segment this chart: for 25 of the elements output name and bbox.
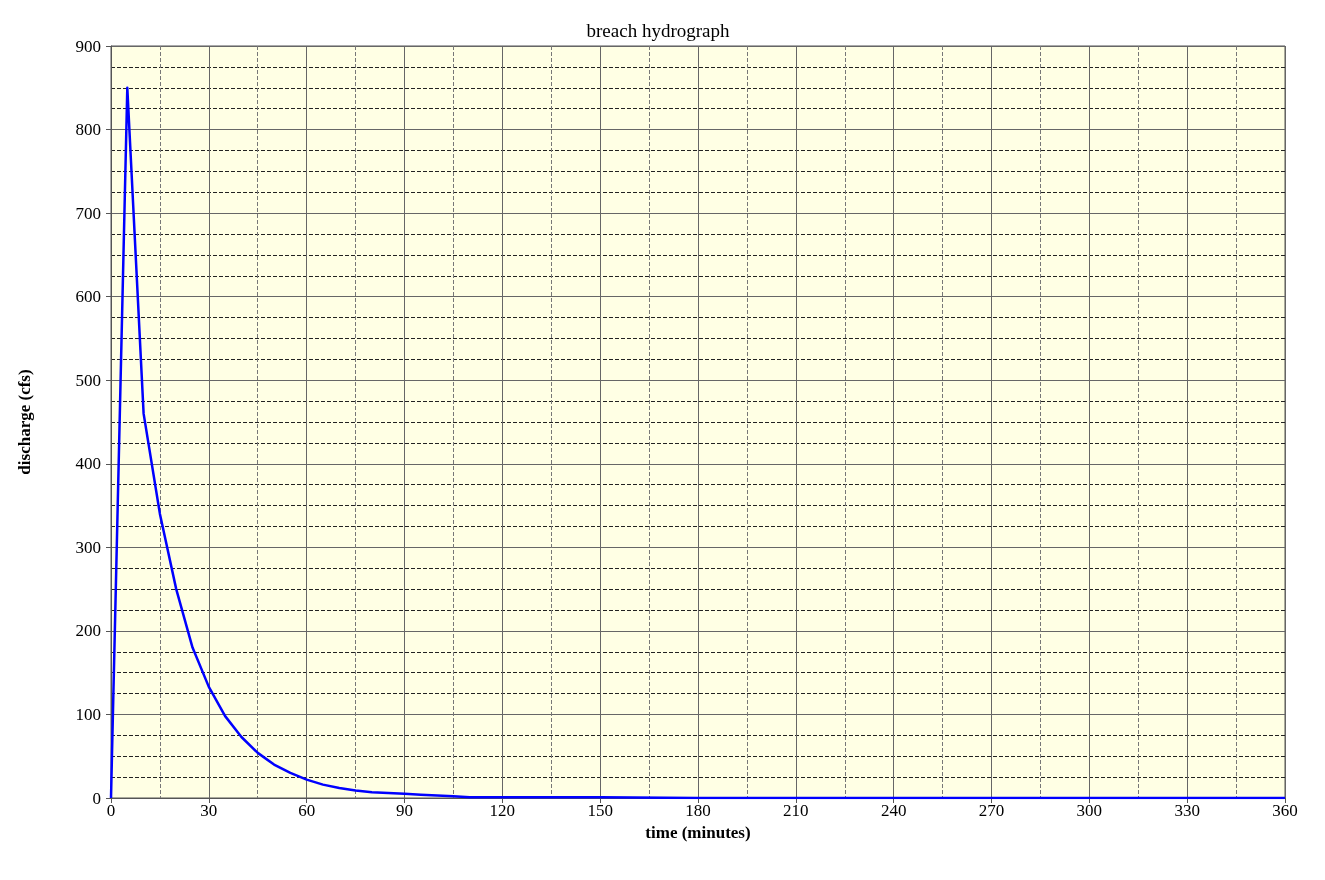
y-tick-label: 300 bbox=[75, 537, 101, 557]
chart-title: breach hydrograph bbox=[586, 20, 730, 41]
y-tick-label: 700 bbox=[75, 203, 101, 223]
x-tick-label: 360 bbox=[1272, 801, 1298, 820]
x-tick-label: 120 bbox=[489, 801, 516, 820]
x-tick-label: 300 bbox=[1076, 801, 1103, 820]
y-tick-label: 200 bbox=[75, 621, 101, 641]
y-axis-title: discharge (cfs) bbox=[15, 369, 34, 475]
x-tick-label: 30 bbox=[200, 801, 218, 820]
x-tick-label: 60 bbox=[298, 801, 316, 820]
x-tick-label: 330 bbox=[1174, 801, 1200, 820]
x-tick-label: 180 bbox=[685, 801, 711, 820]
x-tick-label: 270 bbox=[978, 801, 1005, 820]
x-tick-label: 90 bbox=[396, 801, 413, 820]
x-tick-label: 0 bbox=[106, 801, 116, 820]
x-axis-title: time (minutes) bbox=[645, 822, 751, 842]
y-tick-label: 500 bbox=[75, 370, 101, 390]
x-tick-label: 150 bbox=[587, 801, 613, 820]
y-tick-label: 600 bbox=[75, 287, 101, 307]
y-tick-label: 900 bbox=[75, 36, 101, 56]
y-tick-label: 400 bbox=[75, 454, 101, 474]
y-tick-label: 100 bbox=[75, 704, 101, 724]
x-tick-label: 210 bbox=[783, 801, 809, 820]
x-tick-label: 240 bbox=[880, 801, 907, 820]
y-tick-label: 800 bbox=[75, 120, 101, 140]
